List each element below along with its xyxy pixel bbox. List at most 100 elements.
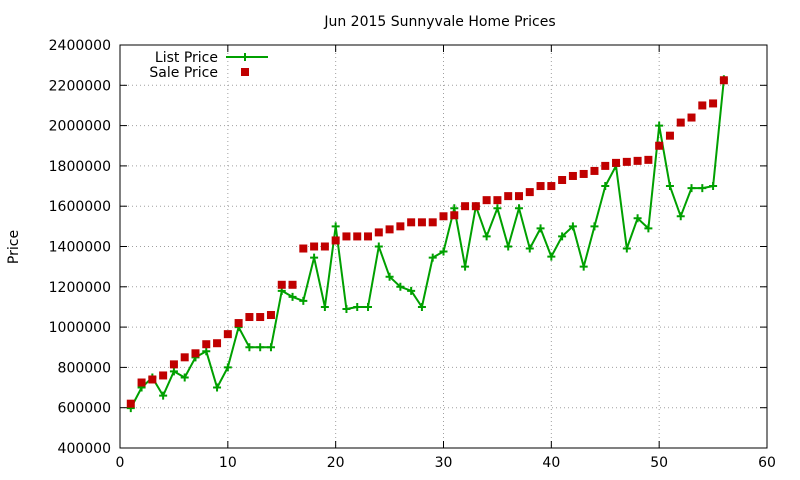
list-price-point [342,304,351,313]
x-tick-label: 20 [327,455,345,471]
sale-price-point [547,182,556,191]
list-price-point [687,184,696,193]
list-price-point [428,253,437,262]
list-price-point [536,224,545,233]
sale-price-point [277,280,286,289]
sale-price-point [320,242,329,251]
sale-price-point [407,218,416,227]
list-price-point [514,204,523,213]
sale-price-point [579,169,588,178]
list-price-point [310,253,319,262]
y-tick-label: 400000 [58,441,111,457]
sale-price-point [266,311,275,320]
sale-price-point [536,182,545,191]
list-price-point [396,282,405,291]
y-tick-label: 1600000 [49,199,111,215]
list-price-point [364,302,373,311]
y-tick-label: 600000 [58,401,111,417]
sale-price-point [687,113,696,122]
list-price-point [698,184,707,193]
list-price-point [180,373,189,382]
sale-price-point [331,236,340,245]
sale-price-point [299,244,308,253]
list-price-point [558,232,567,241]
x-tick-label: 40 [542,455,560,471]
list-price-point [601,182,610,191]
sale-price-point [633,156,642,165]
sale-price-point [353,232,362,241]
sale-price-point [310,242,319,251]
sale-price-point [245,313,254,322]
sale-price-point [191,349,200,358]
y-axis-label: Price [6,230,22,264]
list-price-point [417,302,426,311]
list-price-point [525,244,534,253]
list-price-point [493,204,502,213]
list-price-point [288,292,297,301]
sale-price-point [558,176,567,185]
list-price-point [213,383,222,392]
plot-frame [119,44,768,449]
list-price-point [622,244,631,253]
list-price-point [256,343,265,352]
sale-price-point [364,232,373,241]
x-tick-label: 10 [219,455,237,471]
sale-price-point [159,371,168,380]
sale-price-point [471,202,480,211]
list-price-point [331,222,340,231]
sale-price-point [342,232,351,241]
sale-price-point [385,225,394,234]
series-layer [126,75,728,413]
list-price-point [374,242,383,251]
sale-price-point [514,192,523,201]
sale-price-point [417,218,426,227]
sale-price-point [525,188,534,197]
sale-price-point [202,340,211,349]
sale-price-point [612,158,621,167]
list-price-point [299,296,308,305]
list-price-point [159,391,168,400]
sale-price-point [374,228,383,237]
sale-price-point [256,313,265,322]
sale-price-point [461,202,470,211]
y-tick-label: 1000000 [49,320,111,336]
list-price-point [665,182,674,191]
list-price-point [223,363,232,372]
y-tick-label: 1400000 [49,240,111,256]
y-tick-label: 1200000 [49,280,111,296]
y-tick-label: 2000000 [49,119,111,135]
list-price-line [129,79,725,409]
sale-price-point [450,211,459,220]
list-price-point [504,242,513,251]
sale-price-point [665,131,674,140]
list-price-point [439,247,448,256]
sale-price-point [180,353,189,362]
y-tick-label: 2400000 [49,38,111,54]
sale-price-point [148,375,157,384]
x-tick-label: 50 [650,455,668,471]
sale-price-point [396,222,405,231]
y-tick-label: 1800000 [49,159,111,175]
sale-price-point [137,378,146,387]
sale-price-point [590,166,599,175]
sale-price-point [482,196,491,205]
list-price-point [461,262,470,271]
sale-price-point [169,360,178,369]
x-tick-label: 60 [758,455,776,471]
list-price-point [320,302,329,311]
x-tick-label: 30 [435,455,453,471]
sale-price-point [223,330,232,339]
list-price-point [169,367,178,376]
y-tick-label: 800000 [58,360,111,376]
list-price-point [266,343,275,352]
legend-marker-list-price [241,53,249,61]
list-price-point [202,347,211,356]
sale-price-point [288,280,297,289]
list-price-point [407,286,416,295]
legend-label-sale-price: Sale Price [149,65,218,81]
list-price-point [644,224,653,233]
list-price-point [579,262,588,271]
chart-title: Jun 2015 Sunnyvale Home Prices [323,14,555,30]
list-price-point [245,343,254,352]
list-price-point [568,222,577,231]
